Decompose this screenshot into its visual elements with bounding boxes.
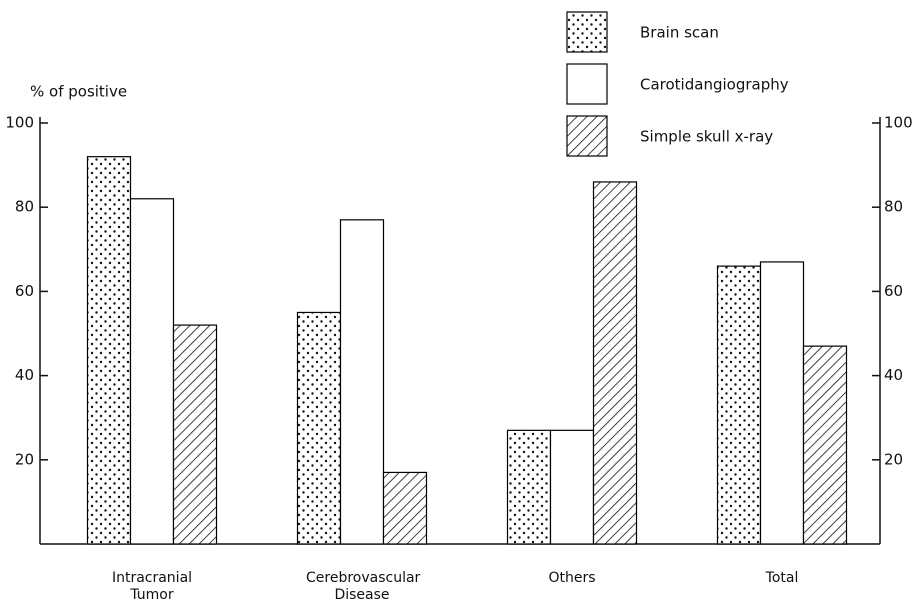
y-tick-label: 100 bbox=[5, 114, 34, 132]
legend-swatch bbox=[566, 63, 608, 105]
legend-label: Simple skull x-ray bbox=[640, 128, 773, 146]
y-tick-label: 40 bbox=[15, 366, 34, 384]
bar bbox=[382, 471, 428, 545]
legend-swatch bbox=[566, 115, 608, 157]
x-tick-label: Cerebrovascular Disease bbox=[306, 570, 421, 601]
y-axis-label: % of positive bbox=[30, 83, 127, 101]
x-tick-label: Others bbox=[548, 570, 596, 586]
y-tick-label: 80 bbox=[15, 198, 34, 216]
x-tick-label: Total bbox=[765, 570, 799, 586]
bar bbox=[506, 429, 552, 545]
y-tick-label: 20 bbox=[15, 450, 34, 468]
legend-swatch bbox=[566, 11, 608, 53]
bar bbox=[172, 324, 218, 545]
y-tick-label: 60 bbox=[15, 282, 34, 300]
bar bbox=[802, 345, 848, 545]
y2-tick-label: 60 bbox=[884, 282, 903, 300]
bar bbox=[759, 261, 805, 545]
bar bbox=[129, 198, 175, 545]
bar bbox=[339, 219, 385, 545]
bar bbox=[716, 265, 762, 545]
bar bbox=[86, 156, 132, 545]
bar bbox=[549, 429, 595, 545]
bar bbox=[592, 181, 638, 545]
y2-tick-label: 80 bbox=[884, 198, 903, 216]
legend-label: Brain scan bbox=[640, 24, 719, 42]
bar bbox=[296, 311, 342, 545]
legend-label: Carotidangiography bbox=[640, 76, 789, 94]
y2-tick-label: 20 bbox=[884, 450, 903, 468]
y2-tick-label: 100 bbox=[884, 114, 913, 132]
x-tick-label: Intracranial Tumor bbox=[111, 570, 193, 601]
y2-tick-label: 40 bbox=[884, 366, 903, 384]
